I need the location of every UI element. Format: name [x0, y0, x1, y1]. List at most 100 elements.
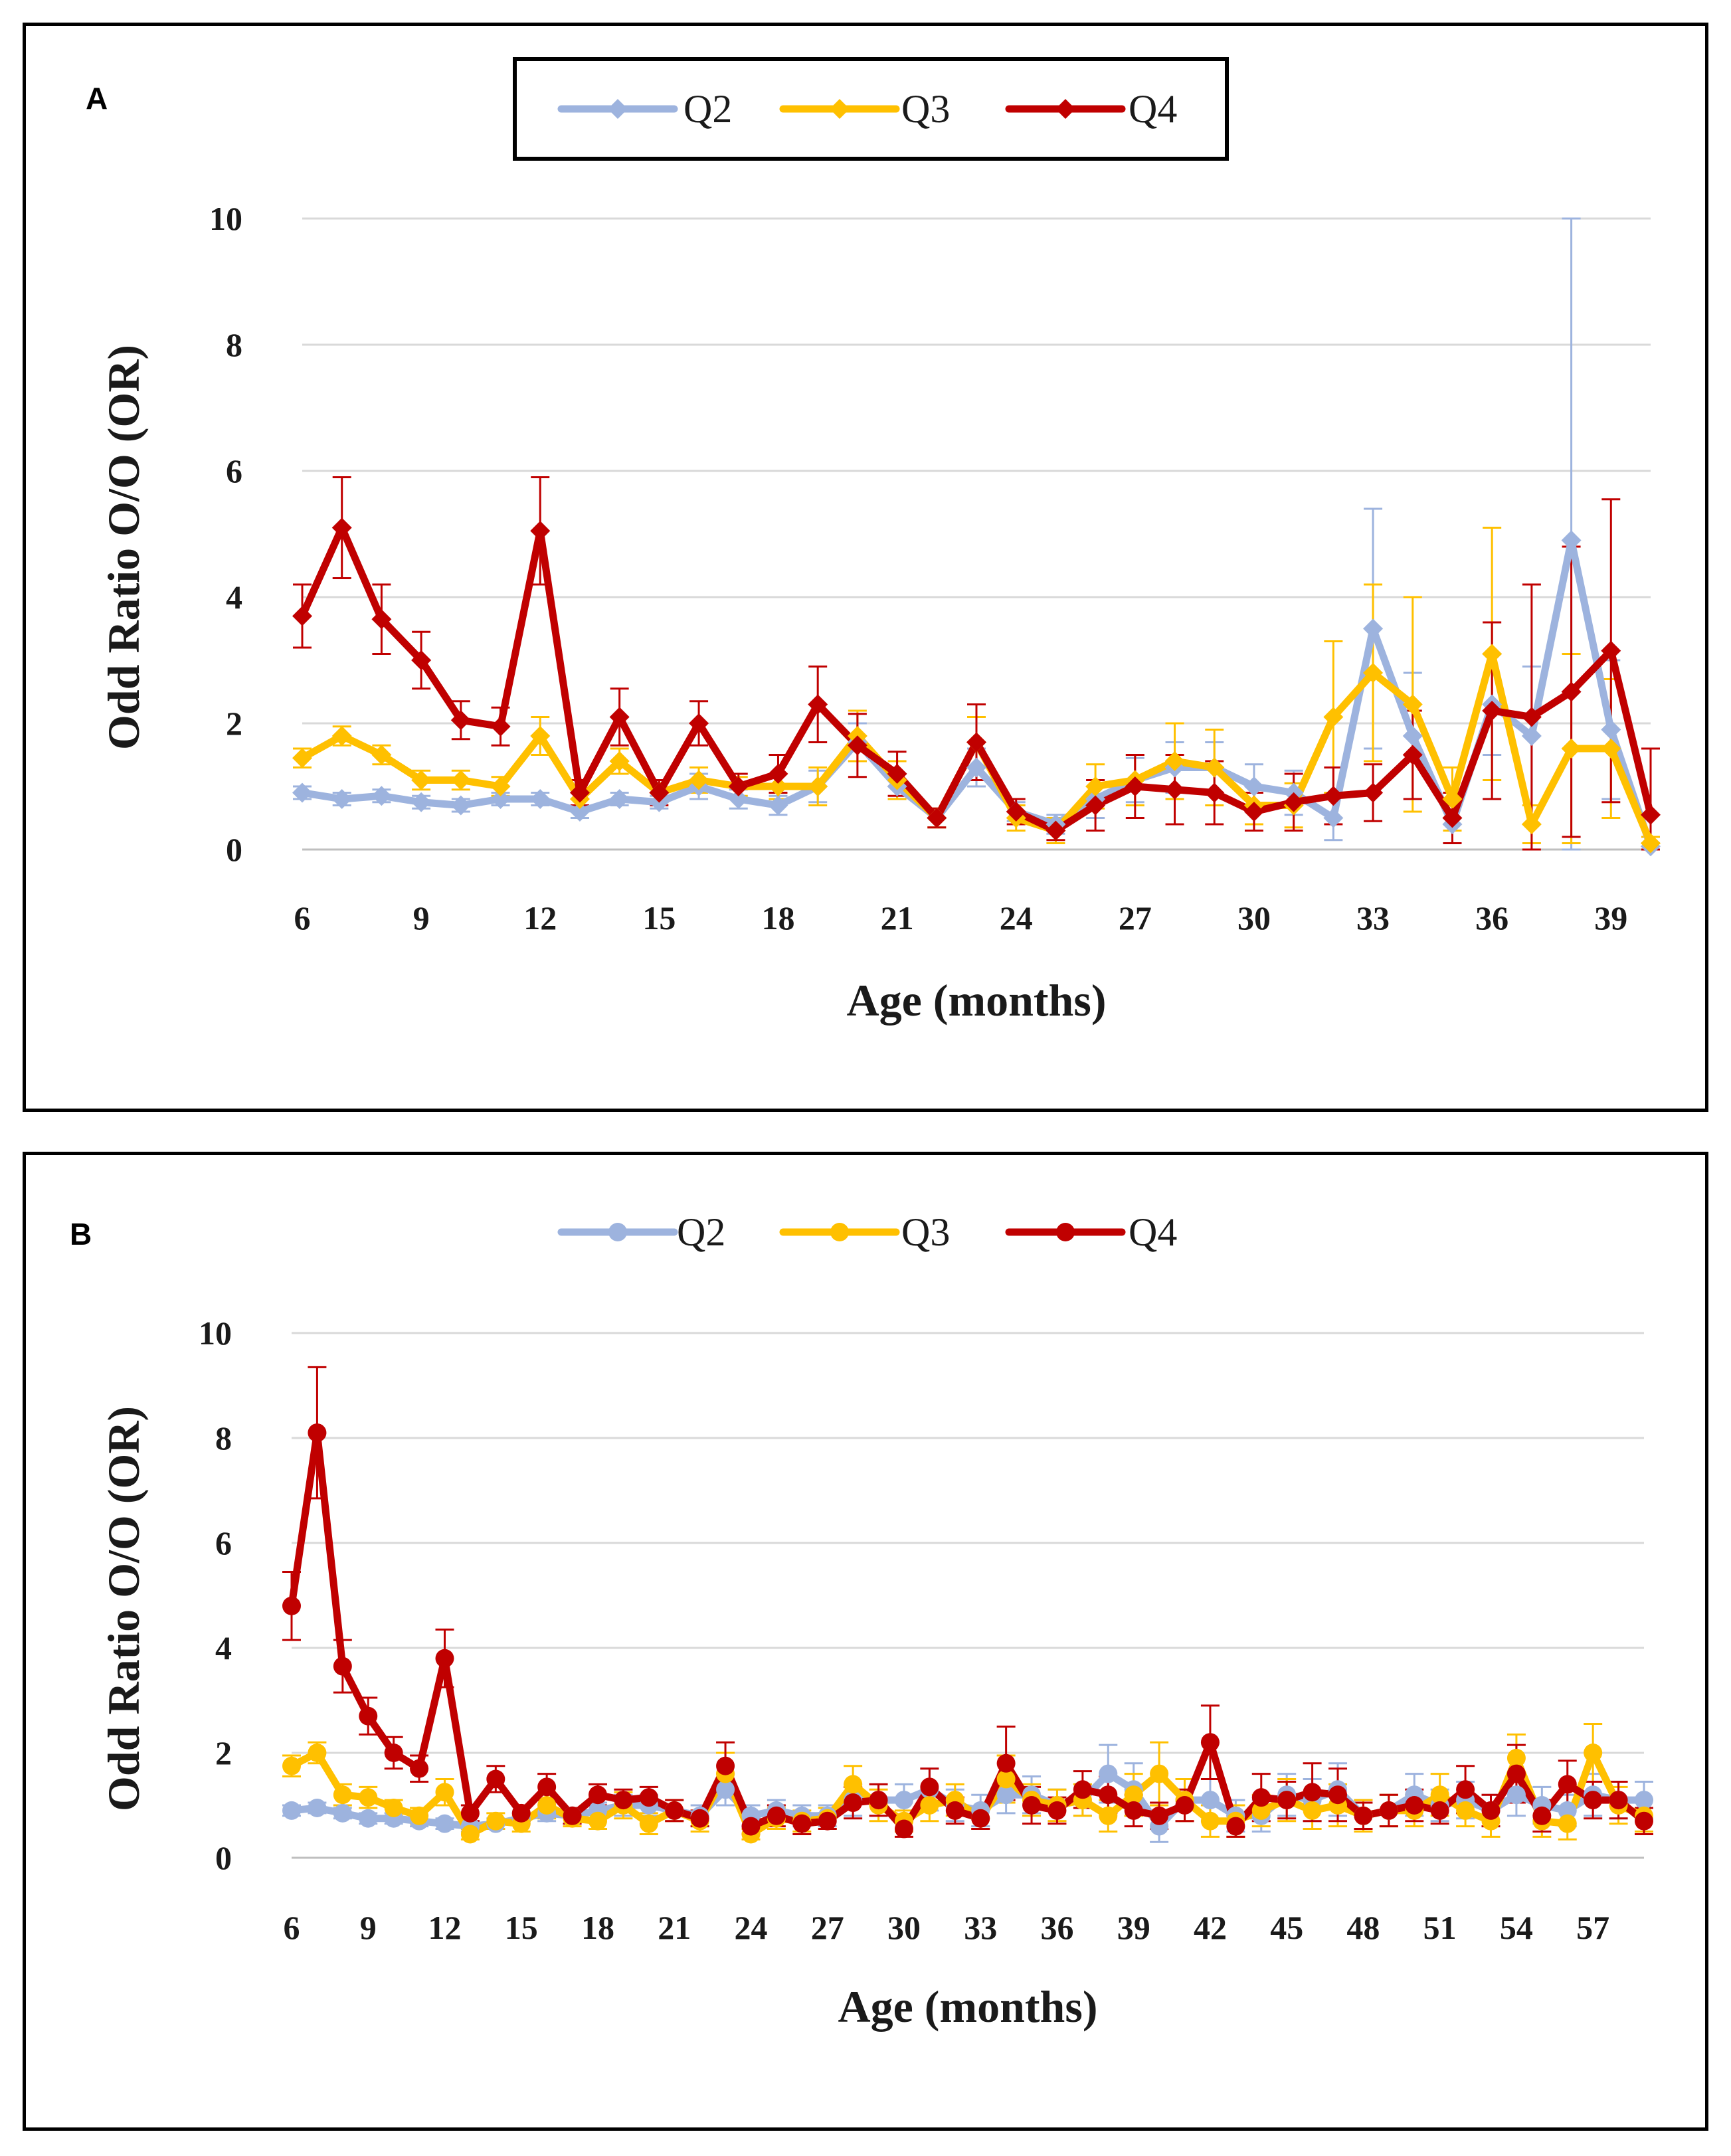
chart-a-point-q4	[887, 764, 907, 784]
chart-panel-a: A 0 2 4 6 8 10 6 9 12 15 18 21 24 27 30 33 36 39 Age (month…	[23, 23, 1708, 1112]
chart-a-y-tick-label: 4	[226, 579, 242, 616]
chart-a-legend-box	[513, 57, 1229, 161]
chart-a-y-tick-label: 0	[226, 831, 242, 868]
chart-a-point-q2	[728, 789, 749, 809]
chart-b-point-q4	[1379, 1801, 1398, 1820]
chart-b-y-tick-label: 2	[215, 1734, 232, 1771]
chart-a-legend-marker-q3	[830, 99, 850, 119]
chart-b-x-tick-label: 24	[734, 1909, 767, 1946]
chart-b-point-q3	[844, 1775, 863, 1794]
chart-a-point-q2	[450, 795, 471, 816]
chart-a-point-q3	[609, 751, 630, 771]
chart-b-x-axis-title: Age (months)	[838, 1981, 1098, 2032]
chart-a-y-tick-label: 2	[226, 705, 242, 742]
chart-b-point-q2	[1635, 1791, 1653, 1810]
chart-b-x-tick-label: 36	[1040, 1909, 1073, 1946]
chart-b-point-q3	[1558, 1814, 1577, 1833]
chart-a-point-q4	[569, 782, 590, 803]
chart-b-y-tick-label: 0	[215, 1839, 232, 1876]
chart-a-point-q4	[1561, 681, 1582, 702]
chart-b-x-tick-label: 6	[284, 1909, 300, 1946]
chart-a-point-q4	[768, 764, 788, 784]
chart-b-point-q2	[308, 1798, 327, 1817]
chart-a-point-q3	[1521, 814, 1542, 834]
chart-a-point-q4	[1204, 782, 1225, 803]
chart-a-point-q2	[1323, 808, 1344, 828]
chart-b-x-tick-label: 33	[964, 1909, 997, 1946]
chart-b-point-q4	[1635, 1811, 1653, 1831]
chart-a-y-tick-label: 6	[226, 452, 242, 490]
chart-b-point-q4	[333, 1657, 352, 1676]
chart-b-point-q2	[996, 1785, 1016, 1805]
chart-a-point-q2	[609, 789, 630, 809]
chart-b-point-q3	[282, 1756, 301, 1775]
chart-b-point-q4	[1532, 1806, 1552, 1825]
chart-a-point-q4	[728, 776, 749, 796]
chart-b-x-tick-label: 27	[811, 1909, 844, 1946]
chart-b-point-q3	[1200, 1811, 1220, 1831]
chart-b-point-q3	[333, 1785, 352, 1805]
chart-a-legend-label-q3: Q3	[901, 87, 950, 131]
chart-a-x-axis-title: Age (months)	[847, 975, 1107, 1026]
chart-a-x-tick-label: 15	[642, 899, 676, 937]
chart-b-point-q4	[971, 1809, 990, 1828]
chart-b-point-q4	[844, 1793, 863, 1813]
chart-b-point-q4	[282, 1596, 301, 1615]
chart-a-point-q3	[1402, 694, 1423, 715]
chart-b-point-q2	[894, 1791, 913, 1810]
chart-b-point-q3	[486, 1811, 505, 1831]
chart-a-point-q3	[1601, 739, 1621, 759]
chart-a-point-q4	[292, 606, 312, 626]
chart-a-point-q3	[689, 770, 709, 790]
chart-a-point-q4	[1601, 640, 1621, 661]
chart-b-legend-label-q2: Q2	[677, 1210, 725, 1254]
chart-b-point-q4	[410, 1759, 429, 1778]
chart-b-x-tick-label: 21	[658, 1909, 691, 1946]
chart-b-legend-marker-q4	[1056, 1223, 1075, 1241]
chart-b-point-q4	[359, 1706, 378, 1726]
chart-b-point-q2	[282, 1801, 301, 1820]
chart-a-point-q4	[1363, 782, 1384, 803]
chart-a-legend-marker-q2	[608, 99, 628, 119]
chart-a-point-q2	[490, 789, 511, 809]
chart-b-point-q4	[1124, 1801, 1143, 1820]
chart-a-point-q2	[1521, 726, 1542, 746]
chart-a-point-q4	[530, 521, 551, 541]
chart-b-x-tick-label: 12	[428, 1909, 461, 1946]
chart-a-point-q3	[1561, 739, 1582, 759]
chart-a-point-q2	[371, 786, 392, 806]
chart-b-legend-marker-q2	[608, 1223, 627, 1241]
chart-a-legend-marker-q4	[1055, 99, 1075, 119]
chart-b-point-q3	[384, 1798, 403, 1817]
chart-a-point-q4	[1442, 808, 1463, 828]
chart-b-point-q3	[537, 1796, 557, 1815]
chart-b-point-q3	[460, 1825, 480, 1844]
chart-b-point-q2	[716, 1780, 735, 1799]
chart-b-point-q2	[435, 1814, 454, 1833]
chart-b-point-q2	[333, 1803, 352, 1823]
chart-a-y-tick-label: 8	[226, 326, 242, 363]
chart-b-point-q4	[818, 1811, 837, 1831]
chart-a-point-q3	[808, 776, 828, 796]
chart-b-point-q4	[869, 1791, 888, 1810]
chart-b-point-q3	[359, 1788, 378, 1807]
chart-b-y-tick-label: 6	[215, 1524, 232, 1562]
chart-a-point-q3	[1085, 776, 1106, 796]
chart-b-x-tick-label: 57	[1576, 1909, 1609, 1946]
chart-b-x-tick-label: 54	[1500, 1909, 1533, 1946]
chart-a-point-q4	[1323, 786, 1344, 806]
chart-b-point-q4	[1099, 1785, 1118, 1805]
chart-a-point-q3	[1363, 663, 1384, 683]
chart-b-point-q3	[410, 1806, 429, 1825]
chart-a-point-q4	[808, 694, 828, 715]
chart-b-legend-marker-q3	[830, 1223, 849, 1241]
chart-a-point-q3	[450, 770, 471, 790]
chart-b-point-q4	[894, 1819, 913, 1839]
chart-b-point-q4	[767, 1806, 786, 1825]
chart-a-point-q4	[1521, 707, 1542, 727]
chart-a-point-q3	[530, 726, 551, 746]
chart-b-point-q4	[1200, 1733, 1220, 1752]
chart-a-point-q3	[292, 748, 312, 768]
